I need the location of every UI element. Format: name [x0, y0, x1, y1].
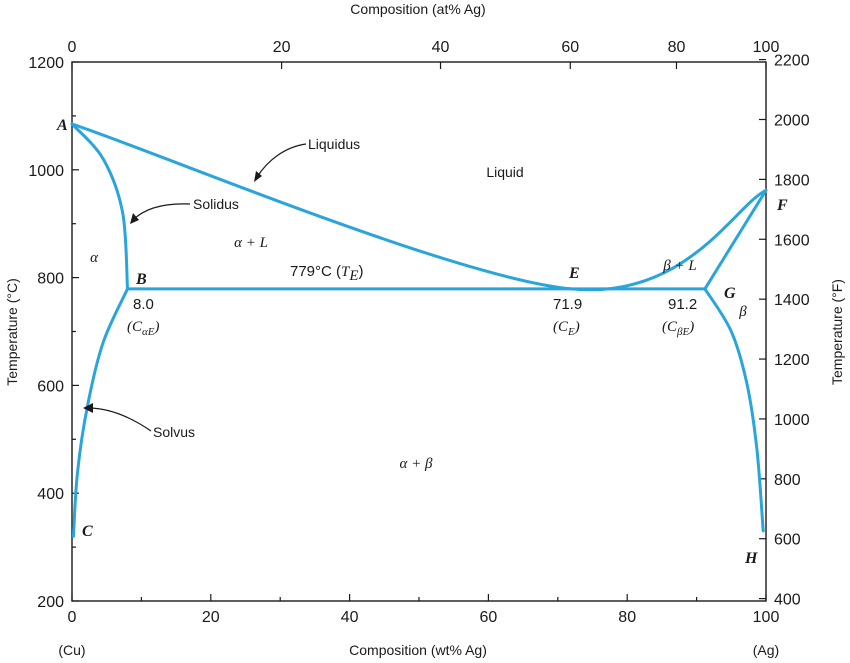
liquidus-arrowhead: [254, 171, 262, 182]
g-composition-value: 91.2: [668, 296, 697, 313]
eutectic-temperature-label: 779°C (TE): [290, 263, 364, 284]
point-c-label: C: [82, 523, 93, 540]
b-composition-value: 8.0: [133, 296, 154, 313]
te-symbol: T: [341, 264, 351, 280]
solvus-curve: [71, 287, 129, 538]
g-composition-symbol: (CβE): [662, 319, 694, 338]
bottom-tick-label: 60: [480, 609, 498, 626]
alpha-region-label: α: [90, 250, 99, 266]
top-tick-label: 100: [753, 39, 780, 56]
left-tick-label: 1000: [28, 163, 64, 180]
e-composition-value: 71.9: [553, 296, 582, 313]
e-sub: E: [567, 326, 575, 338]
g-sym: (C: [662, 319, 678, 335]
solvus-callout: Solvus: [153, 424, 195, 440]
solvus-arrowhead: [83, 403, 93, 413]
right-tick-label: 2200: [774, 53, 810, 70]
b-close: ): [154, 319, 160, 335]
bottom-tick-label: 40: [341, 609, 359, 626]
b-sym: (C: [127, 319, 143, 335]
beta-liquid-region-label: β + L: [662, 258, 696, 274]
b-composition-symbol: (CαE): [127, 319, 160, 338]
e-sym: (C: [553, 319, 569, 335]
right-axis-title: Temperature (°F): [829, 279, 845, 385]
beta-region-label: β: [738, 304, 747, 320]
alpha-beta-region-label: α + β: [400, 456, 433, 472]
liquid-region-label: Liquid: [486, 164, 523, 180]
right-tick-label: 800: [774, 472, 801, 489]
bottom-tick-label: 80: [618, 609, 636, 626]
right-tick-label: 1200: [774, 352, 810, 369]
top-tick-label: 80: [668, 39, 686, 56]
te-subscript: E: [348, 268, 358, 284]
top-tick-label: 40: [432, 39, 450, 56]
right-tick-label: 1000: [774, 412, 810, 429]
top-tick-label: 60: [561, 39, 579, 56]
cu-end-label: (Cu): [58, 642, 85, 658]
left-axis-title: Temperature (°C): [4, 278, 20, 386]
top-tick-label: 20: [273, 39, 291, 56]
right-tick-label: 2000: [774, 112, 810, 129]
left-tick-label: 200: [37, 594, 64, 611]
liquidus-callout: Liquidus: [308, 136, 360, 152]
point-g-label: G: [724, 285, 736, 302]
right-tick-label: 600: [774, 532, 801, 549]
bottom-tick-label: 0: [68, 609, 77, 626]
b-sub: αE: [142, 326, 155, 338]
solidus-callout: Solidus: [193, 196, 239, 212]
right-tick-label: 1400: [774, 292, 810, 309]
left-tick-label: 1200: [28, 55, 64, 72]
e-close: ): [574, 319, 580, 335]
solidus-curve: [70, 122, 129, 291]
point-a-label: A: [56, 117, 68, 134]
top-tick-label: 0: [68, 39, 77, 56]
e-composition-symbol: (CE): [553, 319, 580, 338]
right-tick-label: 400: [774, 592, 801, 609]
curves-layer: [70, 122, 768, 538]
left-tick-label: 800: [37, 271, 64, 288]
top-axis-title: Composition (at% Ag): [350, 1, 485, 17]
point-e-label: E: [568, 265, 580, 282]
g-close: ): [688, 319, 694, 335]
bottom-tick-label: 20: [202, 609, 220, 626]
point-f-label: F: [776, 197, 788, 214]
liquidus-arrow: [256, 143, 307, 178]
point-h-label: H: [744, 550, 758, 567]
solvus-arrow: [87, 407, 152, 432]
te-value: 779°C (: [290, 263, 341, 280]
ticks-layer: 0 20 40 60 80 1000 20 40 60 80 1002004006008001000…: [28, 39, 809, 626]
g-sub: βE: [676, 326, 689, 338]
te-close: ): [359, 263, 364, 280]
bottom-axis-title: Composition (wt% Ag): [349, 642, 487, 658]
solidus-arrow: [132, 203, 191, 221]
point-b-label: B: [135, 271, 147, 288]
bottom-tick-label: 100: [753, 609, 780, 626]
beta-solvus-curve: [703, 287, 765, 533]
right-tick-label: 1800: [774, 172, 810, 189]
solidus-arrowhead: [130, 213, 139, 224]
right-tick-label: 1600: [774, 232, 810, 249]
beta-liquidus-line: [703, 188, 768, 291]
liquidus-line: [70, 122, 768, 292]
alpha-liquid-region-label: α + L: [234, 235, 268, 251]
left-tick-label: 400: [37, 486, 64, 503]
ag-end-label: (Ag): [753, 642, 779, 658]
left-tick-label: 600: [37, 378, 64, 395]
